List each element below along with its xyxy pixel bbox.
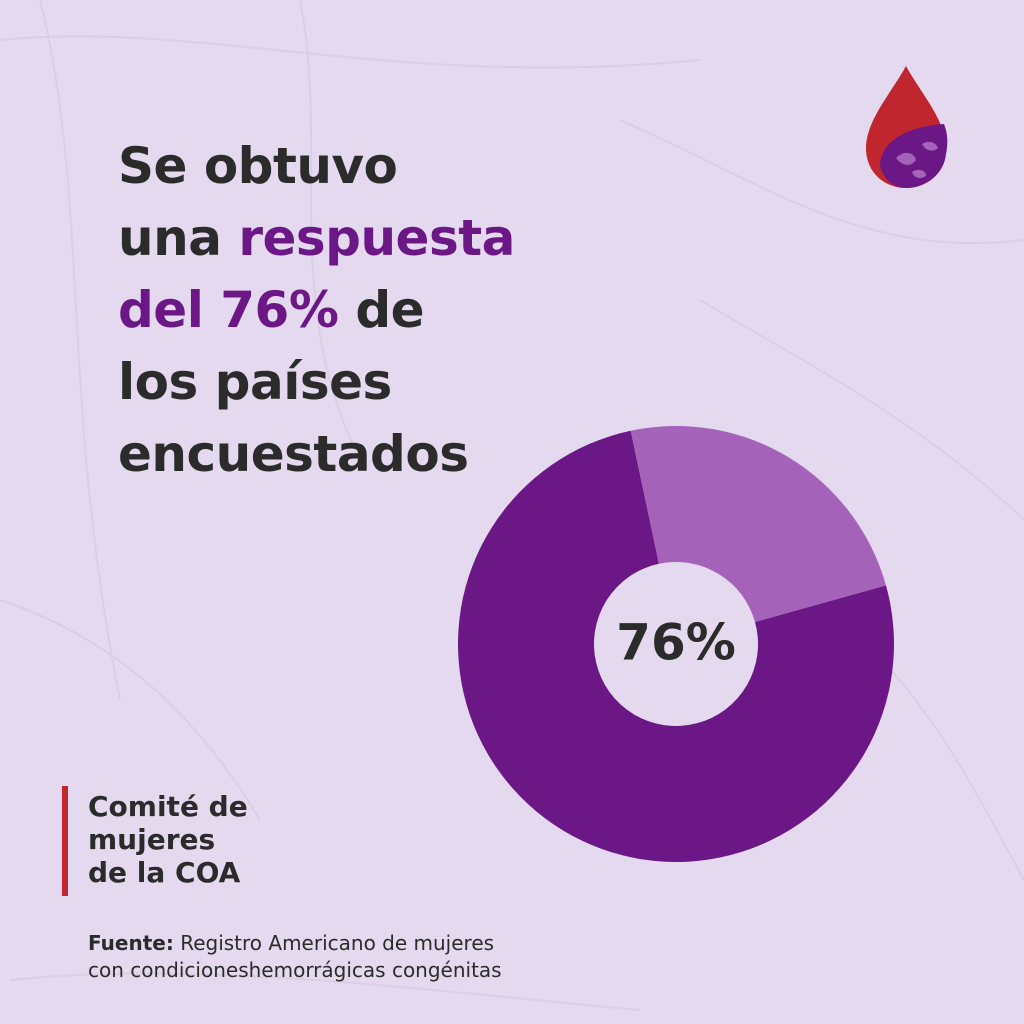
source-label: Fuente: [88, 931, 174, 955]
headline-line-2-start: una [118, 209, 239, 267]
headline-highlight-percentage: del 76% [118, 281, 339, 339]
headline-line-5: encuestados [118, 425, 469, 483]
donut-chart: 76% [458, 426, 894, 862]
donut-slice-responded [458, 430, 894, 862]
source-text-2: con condicioneshemorrágicas congénitas [88, 958, 502, 982]
source-text-1: Registro Americano de mujeres [173, 931, 495, 955]
headline-line-1: Se obtuvo [118, 137, 398, 195]
source-line-1: Fuente: Registro Americano de mujeres [88, 930, 502, 957]
headline: Se obtuvo una respuesta del 76% de los p… [118, 130, 515, 490]
committee-accent-bar [62, 786, 68, 896]
committee-name: Comité de mujeres de la COA [88, 790, 248, 889]
committee-line-2: mujeres [88, 823, 216, 856]
source-note: Fuente: Registro Americano de mujeres co… [88, 930, 502, 984]
committee-line-3: de la COA [88, 856, 241, 889]
committee-line-1: Comité de [88, 790, 248, 823]
headline-highlight-respuesta: respuesta [238, 209, 515, 267]
donut-slice-remaining [630, 426, 886, 622]
headline-line-4: los países [118, 353, 392, 411]
donut-slices [458, 426, 894, 862]
blood-drop-globe-icon [866, 66, 948, 188]
headline-line-3-end: de [338, 281, 425, 339]
headline-line-3: del 76% de [118, 274, 515, 346]
headline-line-2: una respuesta [118, 202, 515, 274]
donut-center-label: 76% [616, 614, 736, 672]
